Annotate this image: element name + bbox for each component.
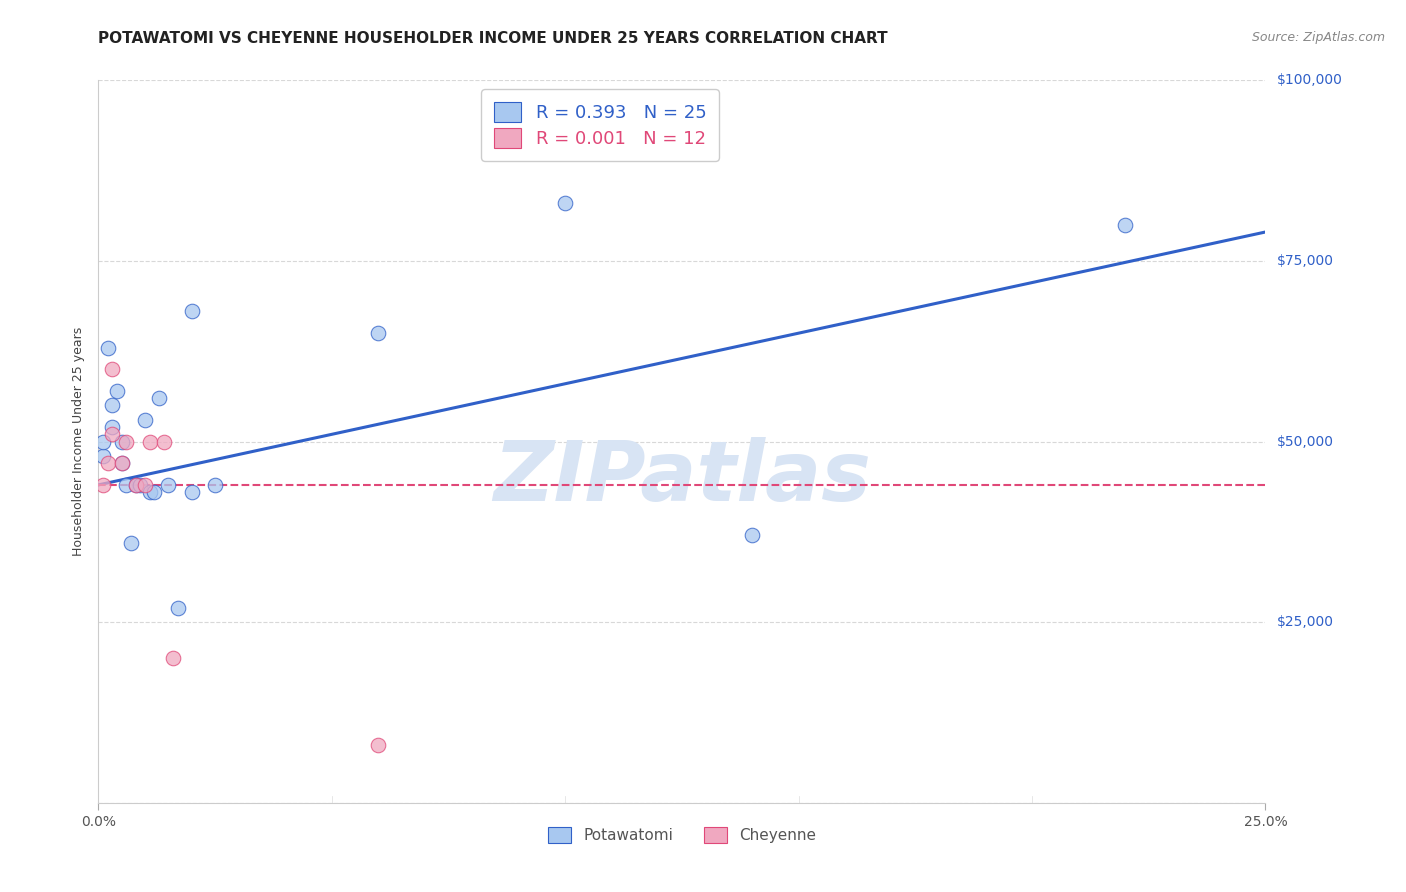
Y-axis label: Householder Income Under 25 years: Householder Income Under 25 years [72,326,86,557]
Point [134,478,156,492]
Point [120,535,142,549]
Text: ZIPatlas: ZIPatlas [494,437,870,518]
Point [741,528,763,542]
Point [180,304,202,318]
Point [105,384,128,398]
Text: $75,000: $75,000 [1277,254,1333,268]
Point [101,362,124,376]
Point [367,738,389,752]
Point [91,449,114,463]
Point [367,326,389,340]
Point [166,600,188,615]
Legend: Potawatomi, Cheyenne: Potawatomi, Cheyenne [541,821,823,849]
Point [101,427,124,442]
Point [139,485,162,500]
Point [157,478,180,492]
Point [162,651,184,665]
Point [115,434,138,449]
Point [1114,218,1136,232]
Point [554,196,576,211]
Point [134,413,156,427]
Text: Source: ZipAtlas.com: Source: ZipAtlas.com [1251,31,1385,45]
Text: $50,000: $50,000 [1277,434,1333,449]
Text: $100,000: $100,000 [1277,73,1343,87]
Point [125,478,148,492]
Point [148,391,170,405]
Point [97,341,120,355]
Point [129,478,152,492]
Point [143,485,166,500]
Point [111,456,134,470]
Point [139,434,162,449]
Text: POTAWATOMI VS CHEYENNE HOUSEHOLDER INCOME UNDER 25 YEARS CORRELATION CHART: POTAWATOMI VS CHEYENNE HOUSEHOLDER INCOM… [98,31,889,46]
Point [180,485,202,500]
Point [111,434,134,449]
Text: $25,000: $25,000 [1277,615,1333,629]
Point [97,456,120,470]
Point [125,478,148,492]
Point [115,478,138,492]
Point [101,398,124,412]
Point [152,434,174,449]
Point [204,478,226,492]
Point [91,478,114,492]
Point [111,456,134,470]
Point [101,420,124,434]
Point [91,434,114,449]
